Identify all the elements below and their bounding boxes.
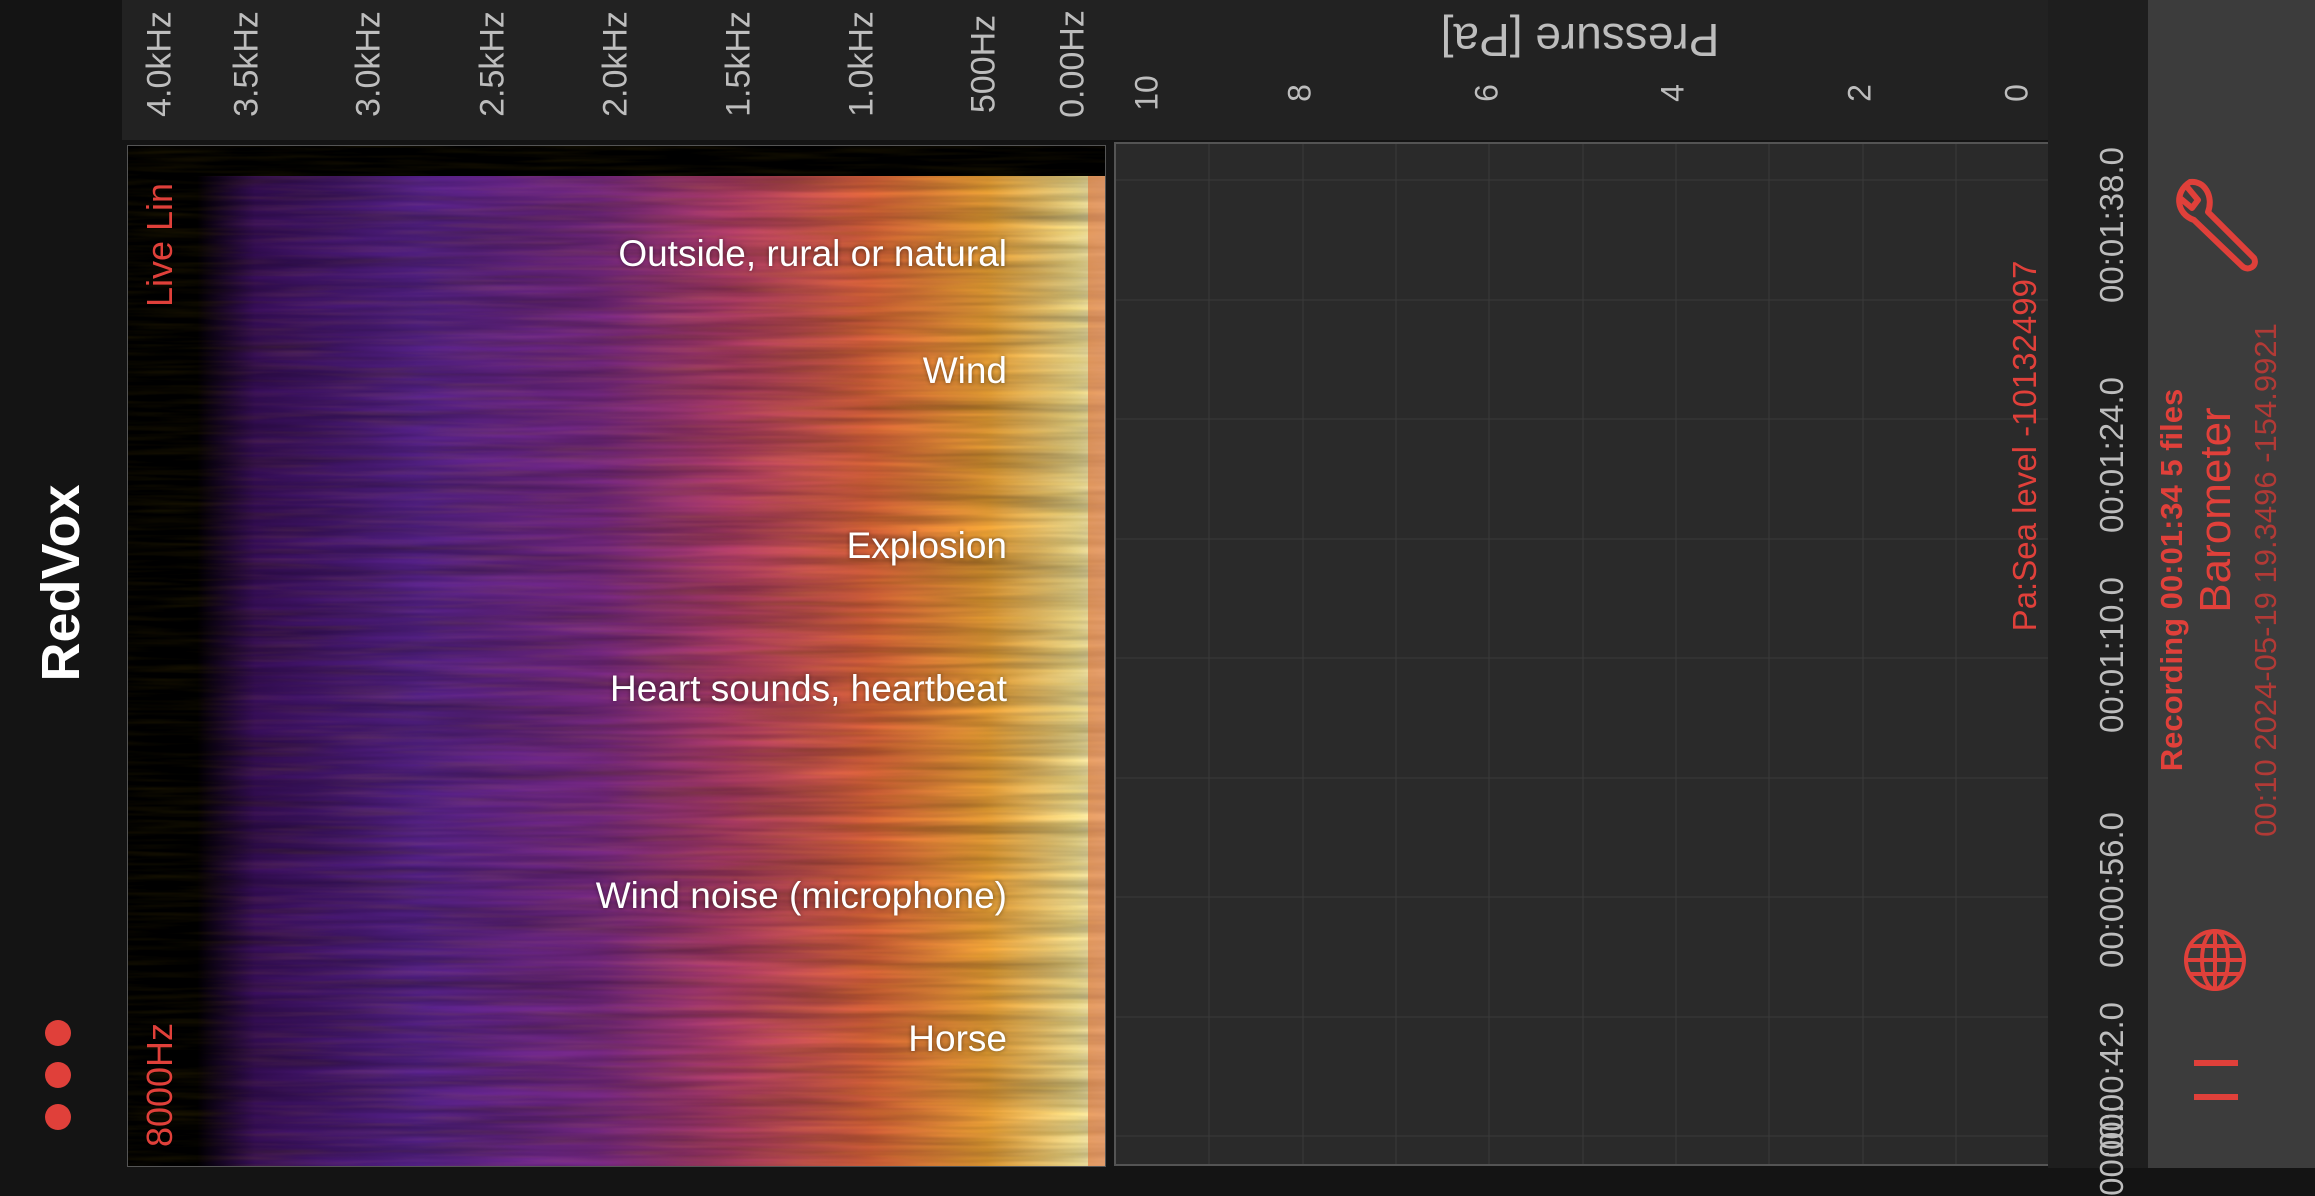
settings-button[interactable]	[2170, 170, 2270, 280]
time-tick: 00:01:10.0	[2093, 577, 2130, 733]
freq-tick: 2.5kHz	[473, 11, 512, 117]
time-tick: 00:01:38.0	[2093, 147, 2130, 303]
max-frequency-text: 8000Hz	[139, 1022, 180, 1148]
classification-label: Wind noise (microphone)	[595, 875, 1007, 916]
pressure-axis-title: Pressure [Pa]	[1440, 14, 1720, 66]
pressure-tick: 8	[1281, 84, 1318, 102]
mode-label: Live Lin	[139, 182, 180, 308]
freq-tick: 1.5kHz	[719, 11, 758, 117]
pressure-tick: 2	[1841, 84, 1878, 102]
freq-tick: 0.00Hz	[1053, 10, 1092, 118]
time-tick: 00:00:56.0	[2093, 812, 2130, 968]
plot-grid	[1116, 144, 2050, 1164]
freq-tick: 4.0kHz	[140, 11, 179, 117]
frequency-axis: 4.0kHz 3.5kHz 3.0kHz 2.5kHz 2.0kHz 1.5kH…	[122, 0, 1110, 140]
left-sidebar	[0, 0, 122, 1168]
globe-icon	[2184, 929, 2246, 991]
pressure-tick: 6	[1468, 84, 1505, 102]
app-title: RedVox	[0, 0, 122, 1168]
spectrogram-image	[128, 146, 1105, 1166]
freq-tick: 500Hz	[964, 14, 1003, 114]
recording-status: Recording 00:01:34 5 files	[2154, 388, 2189, 772]
classification-label: Outside, rural or natural	[618, 233, 1007, 274]
more-options-button[interactable]	[30, 1010, 86, 1140]
classification-label: Heart sounds, heartbeat	[610, 668, 1007, 709]
sensor-metadata: 00:10 2024-05-19 19.3496 -154.9921	[2248, 323, 2283, 837]
time-axis	[2048, 0, 2148, 1168]
time-tick: 00:00:	[2093, 1104, 2130, 1196]
freq-tick: 3.5kHz	[227, 11, 266, 117]
location-button[interactable]	[2180, 925, 2250, 995]
pressure-tick: 10	[1128, 75, 1165, 111]
pressure-plot[interactable]	[1114, 142, 2052, 1166]
pause-button[interactable]	[2190, 1050, 2240, 1110]
classification-label: Wind	[922, 350, 1007, 391]
sensor-name[interactable]: Barometer	[2191, 407, 2240, 613]
classification-label: Explosion	[846, 525, 1007, 566]
time-tick: 00:01:24.0	[2093, 377, 2130, 533]
wrench-icon	[2176, 178, 2258, 272]
classification-label: Horse	[908, 1018, 1007, 1059]
pressure-axis: 10 8 6 4 2 0	[1110, 0, 2115, 140]
app-title-text: RedVox	[31, 484, 91, 682]
freq-tick: 2.0kHz	[596, 11, 635, 117]
freq-tick: 1.0kHz	[842, 11, 881, 117]
pause-icon	[2194, 1060, 2238, 1100]
sea-level-text: Pa:Sea level -101324997	[2006, 260, 2043, 632]
spectrogram-view[interactable]: Outside, rural or natural Wind Explosion…	[127, 145, 1106, 1167]
pressure-tick: 0	[1998, 84, 2035, 102]
pressure-tick: 4	[1654, 84, 1691, 102]
freq-tick: 3.0kHz	[349, 11, 388, 117]
